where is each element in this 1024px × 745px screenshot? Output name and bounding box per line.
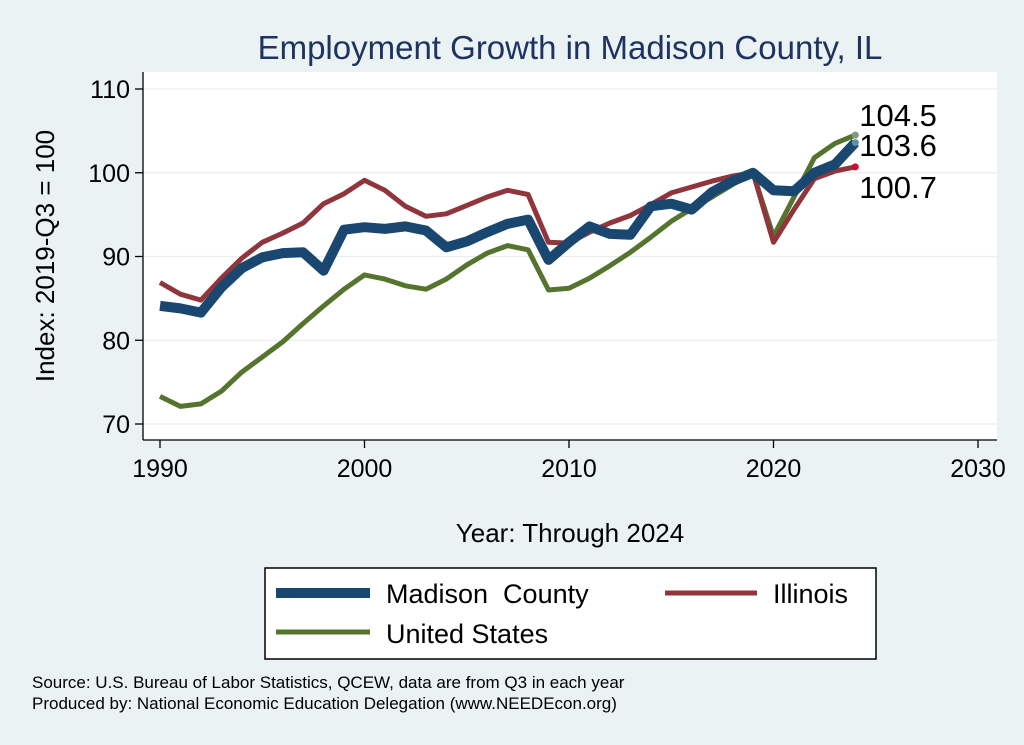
series-line-madison	[159, 139, 859, 318]
end-label-madison: 103.6	[859, 128, 937, 163]
y-tick-label-90: 90	[102, 244, 130, 272]
x-tick-label-2030: 2030	[950, 455, 1006, 483]
legend-label-us: United States	[386, 619, 548, 649]
legend-label-illinois: Illinois	[773, 579, 848, 609]
legend-box	[264, 567, 877, 660]
end-dot-us	[851, 131, 859, 139]
producer-note: Produced by: National Economic Education…	[32, 694, 617, 713]
series-lines	[158, 131, 859, 409]
gridlines	[143, 88, 997, 425]
end-label-illinois: 100.7	[859, 170, 937, 205]
legend: Madison County Illinois United States	[264, 567, 877, 660]
y-tick-label-110: 110	[90, 76, 130, 104]
x-tick-label-2000: 2000	[337, 455, 393, 483]
y-axis-title: Index: 2019-Q3 = 100	[30, 130, 60, 382]
legend-label-madison: Madison County	[386, 579, 589, 609]
axes: 70 80 90 100 110 1990 2000 2010 2020 2030	[88, 72, 1006, 483]
x-tick-label-1990: 1990	[132, 455, 188, 483]
end-dot-madison	[851, 139, 859, 147]
y-tick-label-70: 70	[102, 411, 130, 439]
x-tick-label-2020: 2020	[746, 455, 802, 483]
chart-title: Employment Growth in Madison County, IL	[258, 29, 883, 66]
y-tick-label-80: 80	[102, 327, 130, 355]
source-note: Source: U.S. Bureau of Labor Statistics,…	[32, 673, 625, 692]
x-tick-label-2010: 2010	[541, 455, 597, 483]
end-dot-illinois	[851, 163, 859, 171]
x-axis-title: Year: Through 2024	[456, 518, 684, 548]
end-label-us: 104.5	[859, 98, 937, 133]
y-tick-label-100: 100	[88, 160, 130, 188]
